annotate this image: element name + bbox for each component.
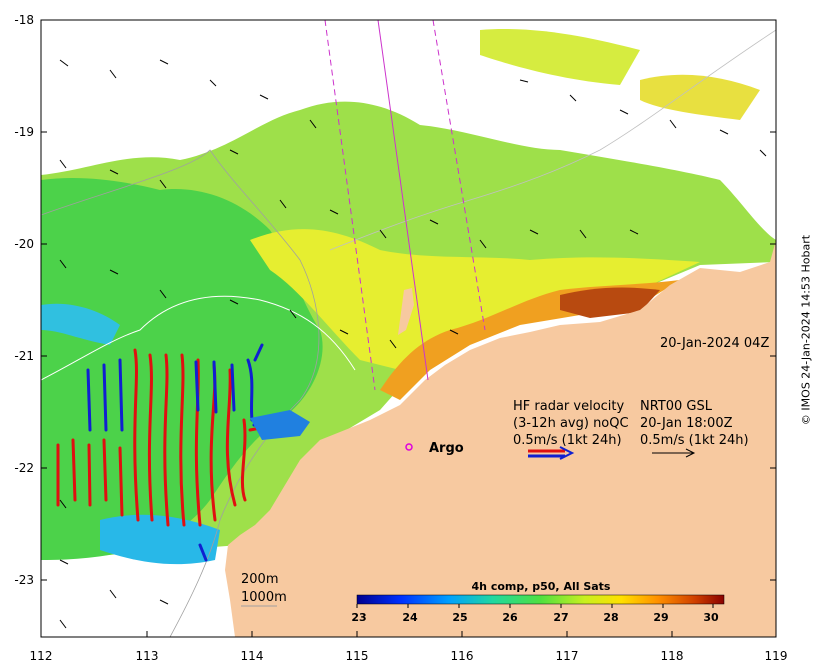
lon-tick-119: 119 [765, 649, 788, 663]
nrt-legend-arrow [652, 448, 696, 458]
cbar-tick-26: 26 [502, 611, 518, 624]
lon-tick-112: 112 [30, 649, 53, 663]
colorbar [356, 594, 725, 605]
sst-cold-coastal [250, 410, 310, 440]
sst-yellow-north [480, 29, 640, 85]
track-line-c [432, 20, 486, 331]
cbar-tick-27: 27 [553, 611, 568, 624]
lon-tick-113: 113 [136, 649, 159, 663]
land-island [398, 288, 414, 335]
lon-tick-115: 115 [346, 649, 369, 663]
lat-tick-20: -20 [14, 237, 34, 251]
map-layers [41, 20, 776, 637]
contour-label-200m: 200m [241, 572, 278, 587]
nrt-legend-line1: NRT00 GSL [640, 399, 713, 414]
cbar-tick-28: 28 [603, 611, 618, 624]
colorbar-title: 4h comp, p50, All Sats [472, 580, 611, 593]
lon-tick-116: 116 [451, 649, 474, 663]
lon-tick-117: 117 [556, 649, 579, 663]
sst-blue-patch [41, 303, 120, 345]
nrt-legend-line2: 20-Jan 18:00Z [640, 416, 733, 431]
lat-tick-19: -19 [14, 125, 34, 139]
cbar-tick-24: 24 [402, 611, 418, 624]
nrt-legend-line3: 0.5m/s (1kt 24h) [640, 433, 749, 448]
sst-yellow-band [250, 229, 700, 370]
cbar-tick-25: 25 [452, 611, 467, 624]
lon-tick-118: 118 [661, 649, 684, 663]
contour-1000m [41, 149, 320, 637]
lat-tick-21: -21 [14, 349, 34, 363]
axis-ticks [40, 19, 777, 637]
sst-yellow-north-2 [640, 74, 760, 120]
map-frame [40, 19, 777, 638]
argo-label: Argo [429, 441, 464, 456]
track-line-b [377, 20, 429, 381]
contour-200m [41, 295, 356, 381]
cbar-tick-30: 30 [703, 611, 719, 624]
colorbar-ticks [356, 604, 714, 608]
hf-legend-line3: 0.5m/s (1kt 24h) [513, 433, 622, 448]
sst-blue-patch-2 [100, 514, 220, 565]
track-line-a [324, 20, 376, 391]
hf-legend-line2: (3-12h avg) noQC [513, 416, 629, 431]
cbar-tick-29: 29 [653, 611, 668, 624]
imos-credit: © IMOS 24-Jan-2024 14:53 Hobart [799, 234, 813, 426]
lon-tick-114: 114 [241, 649, 264, 663]
contour-label-1000m: 1000m [241, 590, 287, 605]
contour-200m-2 [329, 29, 776, 251]
hf-radar-red-arrows [56, 348, 284, 527]
lat-tick-23: -23 [14, 573, 34, 587]
hf-legend-arrow [528, 446, 575, 460]
argo-marker-icon [405, 443, 413, 451]
hf-legend-line1: HF radar velocity [513, 399, 625, 414]
cbar-tick-23: 23 [351, 611, 366, 624]
sst-hot-patch [560, 287, 660, 318]
model-current-arrows [59, 59, 767, 629]
lat-tick-18: -18 [14, 13, 34, 27]
land-mass [225, 240, 776, 637]
map-timestamp: 20-Jan-2024 04Z [660, 336, 769, 351]
lat-tick-22: -22 [14, 461, 34, 475]
